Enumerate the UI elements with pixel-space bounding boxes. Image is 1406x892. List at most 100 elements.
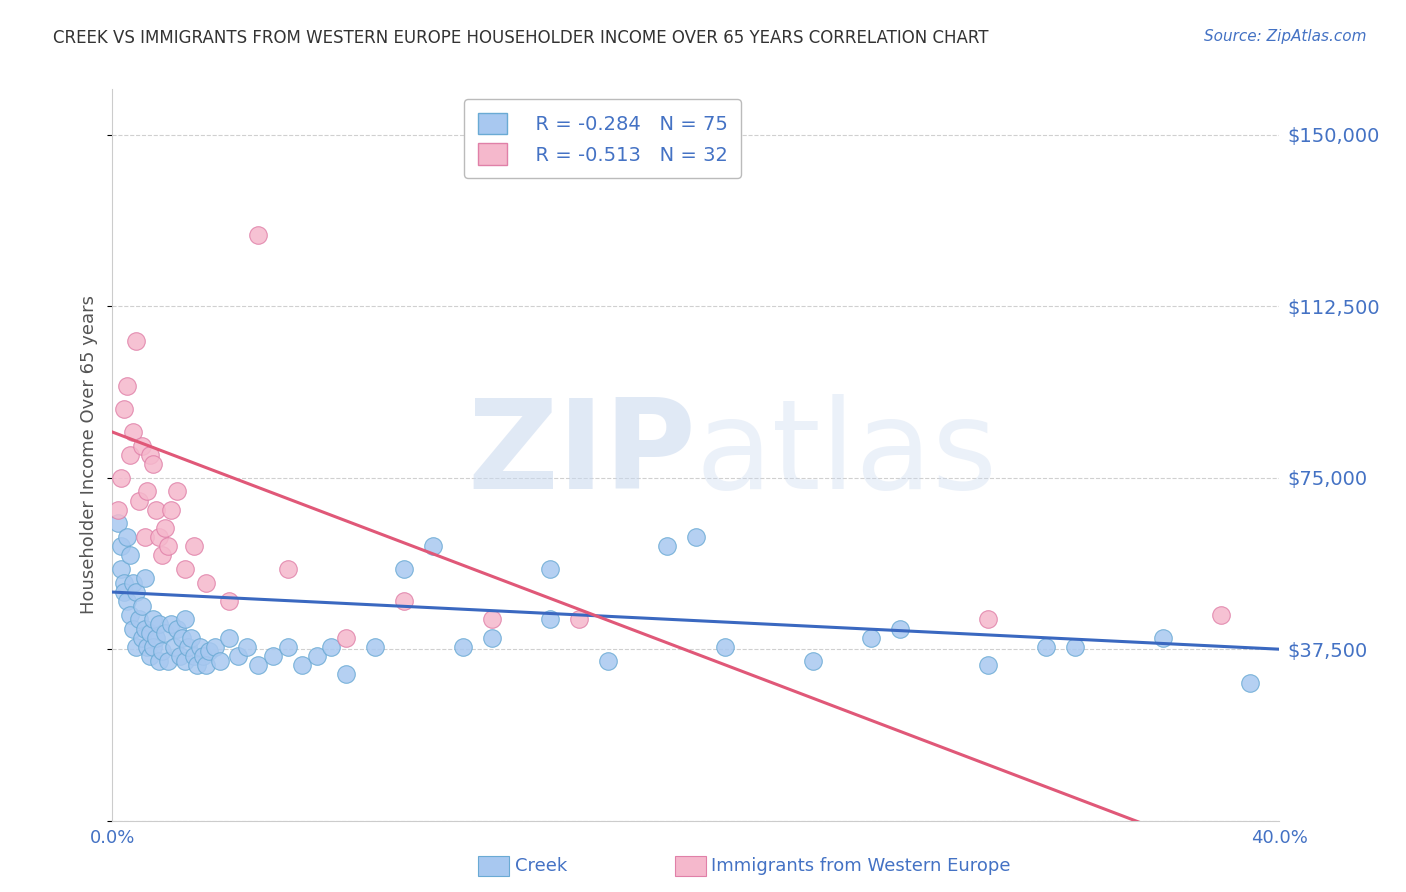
- Point: [163, 640, 186, 654]
- Point: [107, 502, 129, 516]
- Point: [247, 228, 270, 243]
- Point: [148, 617, 170, 632]
- Point: [218, 631, 240, 645]
- Point: [194, 658, 217, 673]
- Point: [235, 640, 257, 654]
- Point: [394, 594, 416, 608]
- Text: atlas: atlas: [696, 394, 998, 516]
- Text: Source: ZipAtlas.com: Source: ZipAtlas.com: [1204, 29, 1367, 44]
- Point: [169, 649, 191, 664]
- Point: [685, 530, 707, 544]
- Text: Immigrants from Western Europe: Immigrants from Western Europe: [711, 857, 1011, 875]
- Point: [134, 571, 156, 585]
- Point: [128, 612, 150, 626]
- Point: [305, 649, 328, 664]
- Point: [191, 649, 214, 664]
- Point: [148, 654, 170, 668]
- Point: [335, 667, 357, 681]
- Point: [174, 562, 197, 576]
- Point: [115, 379, 138, 393]
- Point: [174, 654, 197, 668]
- Point: [148, 530, 170, 544]
- Point: [291, 658, 314, 673]
- Point: [180, 631, 202, 645]
- Point: [110, 562, 132, 576]
- Point: [112, 402, 135, 417]
- Point: [160, 617, 183, 632]
- Point: [134, 622, 156, 636]
- Y-axis label: Householder Income Over 65 years: Householder Income Over 65 years: [80, 295, 98, 615]
- Point: [204, 640, 226, 654]
- Point: [118, 448, 141, 462]
- Text: Creek: Creek: [515, 857, 567, 875]
- Point: [538, 612, 561, 626]
- Point: [150, 549, 173, 563]
- Point: [174, 612, 197, 626]
- Point: [226, 649, 249, 664]
- Point: [714, 640, 737, 654]
- Point: [110, 471, 132, 485]
- Point: [125, 585, 148, 599]
- Point: [125, 334, 148, 348]
- Point: [276, 640, 298, 654]
- Point: [186, 658, 208, 673]
- Point: [188, 640, 211, 654]
- Point: [276, 562, 298, 576]
- Point: [131, 439, 153, 453]
- Point: [481, 612, 503, 626]
- Point: [128, 493, 150, 508]
- Point: [1064, 640, 1087, 654]
- Point: [142, 457, 165, 471]
- Point: [538, 562, 561, 576]
- Point: [118, 549, 141, 563]
- Point: [156, 539, 179, 553]
- Point: [889, 622, 911, 636]
- Point: [451, 640, 474, 654]
- Point: [134, 530, 156, 544]
- Point: [160, 502, 183, 516]
- Point: [166, 622, 188, 636]
- Point: [145, 502, 167, 516]
- Point: [194, 576, 217, 591]
- Point: [976, 612, 998, 626]
- Point: [422, 539, 444, 553]
- Point: [1035, 640, 1057, 654]
- Point: [335, 631, 357, 645]
- Point: [156, 654, 179, 668]
- Point: [976, 658, 998, 673]
- Point: [153, 626, 176, 640]
- Point: [209, 654, 232, 668]
- Point: [655, 539, 678, 553]
- Point: [166, 484, 188, 499]
- Point: [131, 631, 153, 645]
- Point: [139, 448, 162, 462]
- Point: [122, 425, 145, 439]
- Point: [801, 654, 824, 668]
- Point: [183, 539, 205, 553]
- Point: [262, 649, 284, 664]
- Point: [142, 612, 165, 626]
- Point: [153, 521, 176, 535]
- Point: [112, 576, 135, 591]
- Point: [183, 649, 205, 664]
- Point: [197, 644, 219, 658]
- Point: [136, 640, 159, 654]
- Point: [122, 622, 145, 636]
- Point: [112, 585, 135, 599]
- Legend:   R = -0.284   N = 75,   R = -0.513   N = 32: R = -0.284 N = 75, R = -0.513 N = 32: [464, 99, 741, 178]
- Text: ZIP: ZIP: [467, 394, 696, 516]
- Point: [107, 516, 129, 531]
- Point: [598, 654, 620, 668]
- Point: [1239, 676, 1261, 690]
- Point: [110, 539, 132, 553]
- Point: [125, 640, 148, 654]
- Point: [118, 607, 141, 622]
- Point: [139, 626, 162, 640]
- Text: CREEK VS IMMIGRANTS FROM WESTERN EUROPE HOUSEHOLDER INCOME OVER 65 YEARS CORRELA: CREEK VS IMMIGRANTS FROM WESTERN EUROPE …: [53, 29, 988, 46]
- Point: [321, 640, 343, 654]
- Point: [139, 649, 162, 664]
- Point: [136, 484, 159, 499]
- Point: [145, 631, 167, 645]
- Point: [364, 640, 387, 654]
- Point: [394, 562, 416, 576]
